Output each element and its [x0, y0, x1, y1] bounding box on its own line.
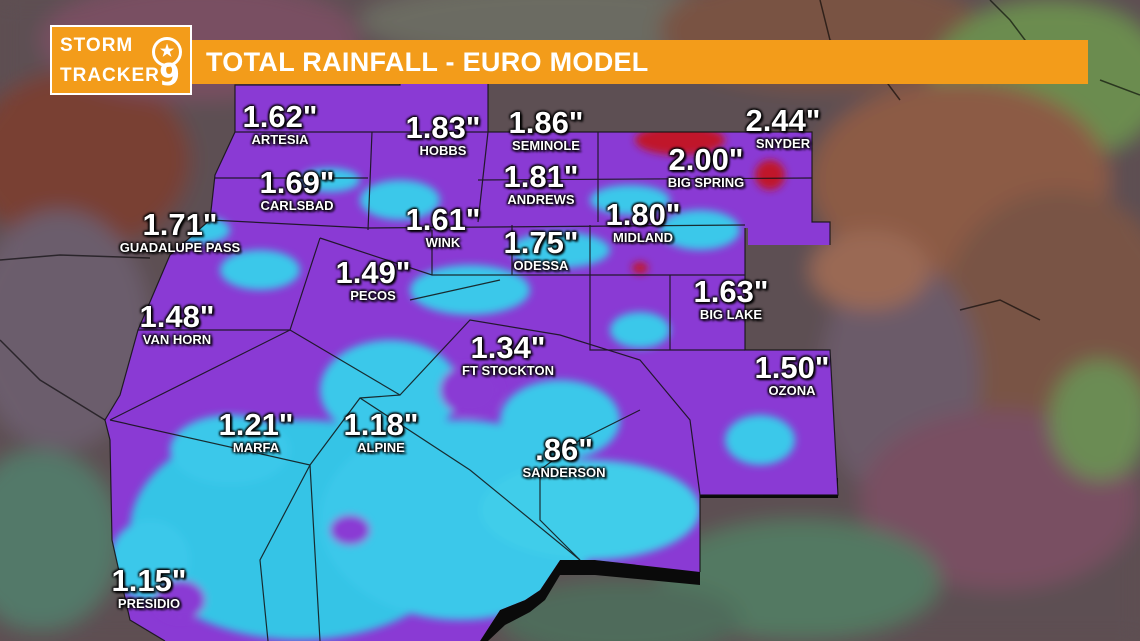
- city-name: BIG LAKE: [699, 307, 763, 322]
- county-lines: [104, 71, 839, 641]
- rainfall-value: 1.34": [470, 330, 546, 365]
- rainfall-value: 2.00": [668, 142, 744, 177]
- logo-line2: TRACKER: [60, 65, 160, 86]
- city-name: SANDERSON: [522, 465, 606, 480]
- rainfall-value: 1.48": [139, 299, 215, 334]
- city-name: PECOS: [350, 288, 396, 303]
- border-lines: [0, 0, 1140, 421]
- rainfall-value: 1.86": [508, 105, 584, 140]
- location-label: 1.50" OZONA: [754, 350, 830, 398]
- logo-number: 9: [159, 58, 180, 93]
- rainfall-value: .86": [535, 432, 593, 467]
- page-title: TOTAL RAINFALL - EURO MODEL: [206, 47, 649, 77]
- city-name: SNYDER: [755, 136, 811, 151]
- rainfall-value: 1.15": [111, 563, 187, 598]
- location-label: 1.62" ARTESIA: [242, 99, 318, 147]
- city-name: VAN HORN: [142, 332, 212, 347]
- rainfall-value: 1.75": [503, 225, 579, 260]
- location-label: .86" SANDERSON: [522, 432, 606, 480]
- storm-tracker-logo: STORM TRACKER ★ 9: [50, 25, 192, 95]
- location-label: 1.34" FT STOCKTON: [462, 330, 554, 378]
- rainfall-value: 1.62": [242, 99, 318, 134]
- rainfall-value: 1.63": [693, 274, 769, 309]
- city-name: MARFA: [232, 440, 280, 455]
- location-label: 1.18" ALPINE: [343, 407, 419, 455]
- location-label: 1.81" ANDREWS: [503, 159, 579, 207]
- city-name: OZONA: [768, 383, 816, 398]
- location-label: 1.21" MARFA: [218, 407, 294, 455]
- rainfall-value: 1.61": [405, 202, 481, 237]
- location-label: 1.48" VAN HORN: [139, 299, 215, 347]
- city-name: FT STOCKTON: [462, 363, 554, 378]
- city-name: SEMINOLE: [512, 138, 580, 153]
- rainfall-value: 1.81": [503, 159, 579, 194]
- location-label: 1.15" PRESIDIO: [111, 563, 187, 611]
- rainfall-value: 1.71": [142, 207, 218, 242]
- location-label: 1.83" HOBBS: [405, 110, 481, 158]
- city-name: ANDREWS: [507, 192, 575, 207]
- location-label: 1.80" MIDLAND: [605, 197, 681, 245]
- location-label: 1.63" BIG LAKE: [693, 274, 769, 322]
- location-label: 1.75" ODESSA: [503, 225, 579, 273]
- location-label: 1.49" PECOS: [335, 255, 411, 303]
- city-name: HOBBS: [419, 143, 467, 158]
- rainfall-value: 1.50": [754, 350, 830, 385]
- location-label: 1.61" WINK: [405, 202, 481, 250]
- city-name: BIG SPRING: [667, 175, 745, 190]
- city-name: CARLSBAD: [260, 198, 334, 213]
- location-label: 1.86" SEMINOLE: [508, 105, 584, 153]
- city-name: GUADALUPE PASS: [119, 240, 241, 255]
- location-label: 2.44" SNYDER: [745, 103, 821, 151]
- logo-line1: STORM: [60, 35, 134, 56]
- location-label: 1.69" CARLSBAD: [259, 165, 335, 213]
- star-icon: ★: [152, 37, 182, 67]
- city-name: ODESSA: [513, 258, 569, 273]
- rainfall-value: 1.18": [343, 407, 419, 442]
- rainfall-value: 1.83": [405, 110, 481, 145]
- rainfall-value: 1.21": [218, 407, 294, 442]
- location-label: 2.00" BIG SPRING: [667, 142, 745, 190]
- city-name: WINK: [425, 235, 461, 250]
- city-name: MIDLAND: [613, 230, 673, 245]
- city-name: ALPINE: [357, 440, 405, 455]
- city-name: PRESIDIO: [117, 596, 181, 611]
- city-name: ARTESIA: [251, 132, 309, 147]
- rainfall-value: 2.44": [745, 103, 821, 138]
- rainfall-value: 1.80": [605, 197, 681, 232]
- title-bar: TOTAL RAINFALL - EURO MODEL: [192, 40, 1088, 84]
- location-label: 1.71" GUADALUPE PASS: [119, 207, 241, 255]
- rainfall-value: 1.49": [335, 255, 411, 290]
- rainfall-value: 1.69": [259, 165, 335, 200]
